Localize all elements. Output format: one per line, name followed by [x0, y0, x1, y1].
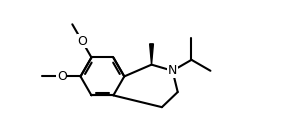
- Text: O: O: [57, 70, 67, 83]
- Polygon shape: [150, 44, 153, 65]
- Text: N: N: [168, 64, 177, 77]
- Text: O: O: [77, 35, 87, 48]
